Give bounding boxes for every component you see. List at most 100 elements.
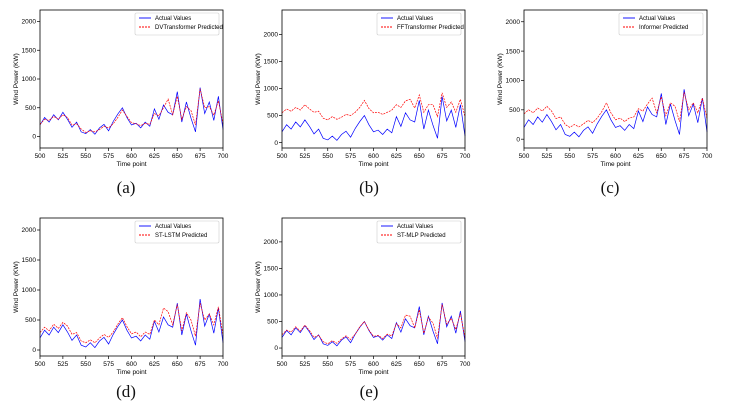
series-line-predicted	[39, 303, 224, 344]
x-tick-label: 525	[57, 153, 68, 160]
x-tick-label: 500	[277, 361, 288, 368]
x-tick-label: 525	[299, 153, 310, 160]
x-tick-label: 525	[541, 153, 552, 160]
legend-box	[134, 220, 220, 244]
x-tick-label: 550	[564, 153, 575, 160]
y-tick-label: 1000	[506, 78, 521, 85]
y-tick-label: 2000	[264, 239, 279, 246]
series-line-predicted	[281, 304, 466, 345]
x-tick-label: 650	[414, 361, 425, 368]
x-tick-label: 700	[460, 153, 471, 160]
y-tick-label: 2000	[22, 19, 37, 26]
x-tick-label: 675	[195, 153, 206, 160]
series-line-actual	[281, 302, 466, 347]
legend-label-actual: Actual Values	[639, 16, 675, 22]
x-tick-label: 700	[218, 153, 229, 160]
y-tick-label: 1500	[22, 257, 37, 264]
y-tick-label: 500	[25, 105, 36, 112]
y-axis-label: Wind Power (KW)	[255, 261, 262, 313]
x-tick-label: 600	[368, 361, 379, 368]
x-tick-label: 550	[322, 361, 333, 368]
chart-panel-b: 500 525 550 575 600 625 650 675 700 0 500 1000 1500 2…	[242, 0, 482, 175]
series-line-actual	[523, 89, 708, 138]
caption-c: (c)	[600, 178, 620, 197]
y-tick-label: 0	[274, 140, 278, 147]
x-axis-label: Time point	[116, 369, 146, 376]
y-tick-label: 2000	[22, 227, 37, 234]
x-tick-label: 650	[172, 153, 183, 160]
y-axis-label: Wind Power (KW)	[497, 53, 504, 105]
y-tick-label: 1000	[22, 287, 37, 294]
x-tick-label: 625	[149, 153, 160, 160]
x-tick-label: 650	[414, 153, 425, 160]
x-axis-label: Time point	[358, 369, 388, 376]
legend-label-predicted: DVTransformer Predicted	[155, 25, 223, 31]
x-tick-label: 500	[277, 153, 288, 160]
x-axis-label: Time point	[600, 161, 630, 168]
x-tick-label: 675	[437, 361, 448, 368]
y-tick-label: 1000	[22, 76, 37, 83]
legend-box	[376, 12, 462, 36]
chart-e-svg: 500 525 550 575 600 625 650 675 700 0 500 1000 1500 2…	[255, 217, 471, 376]
x-axis-label: Time point	[358, 161, 388, 168]
legend-label-actual: Actual Values	[155, 16, 191, 22]
x-tick-label: 550	[322, 153, 333, 160]
x-tick-label: 550	[80, 153, 91, 160]
x-tick-label: 625	[633, 153, 644, 160]
y-tick-label: 1500	[506, 48, 521, 55]
x-tick-label: 700	[218, 361, 229, 368]
y-tick-label: 0	[32, 347, 36, 354]
x-tick-label: 625	[391, 361, 402, 368]
y-tick-label: 500	[267, 319, 278, 326]
legend-label-actual: Actual Values	[397, 224, 433, 230]
y-tick-label: 1500	[264, 59, 279, 66]
x-tick-label: 675	[437, 153, 448, 160]
x-tick-label: 500	[519, 153, 530, 160]
legend-label-predicted: ST-MLP Predicted	[397, 233, 446, 239]
x-tick-label: 600	[126, 361, 137, 368]
x-tick-label: 575	[587, 153, 598, 160]
x-tick-label: 675	[195, 361, 206, 368]
legend-label-actual: Actual Values	[155, 224, 191, 230]
legend-box	[376, 220, 462, 244]
legend-label-predicted: Informer Predicted	[639, 25, 688, 31]
x-tick-label: 525	[57, 361, 68, 368]
caption-a: (a)	[116, 178, 136, 197]
chart-a-svg: 500 525 550 575 600 625 650 675 700 0 500 1000 1500 2…	[13, 9, 229, 168]
x-tick-label: 550	[80, 361, 91, 368]
legend-label-actual: Actual Values	[397, 16, 433, 22]
x-tick-label: 600	[610, 153, 621, 160]
x-tick-label: 575	[345, 153, 356, 160]
series-line-actual	[39, 298, 224, 349]
y-tick-label: 0	[32, 134, 36, 141]
x-tick-label: 700	[460, 361, 471, 368]
x-axis-label: Time point	[116, 161, 146, 168]
y-tick-label: 1000	[264, 292, 279, 299]
caption-d: (d)	[116, 382, 136, 401]
x-tick-label: 700	[702, 153, 713, 160]
series-line-actual	[39, 87, 224, 135]
legend-label-predicted: FFTransformer Predicted	[397, 25, 464, 31]
x-tick-label: 650	[172, 361, 183, 368]
x-tick-label: 575	[103, 153, 114, 160]
x-tick-label: 575	[345, 361, 356, 368]
x-tick-label: 525	[299, 361, 310, 368]
y-tick-label: 2000	[264, 32, 279, 39]
y-axis-label: Wind Power (KW)	[13, 261, 20, 313]
legend-label-predicted: ST-LSTM Predicted	[155, 233, 207, 239]
chart-b-svg: 500 525 550 575 600 625 650 675 700 0 500 1000 1500 2…	[255, 9, 471, 168]
x-tick-label: 600	[126, 153, 137, 160]
y-tick-label: 0	[516, 136, 520, 143]
y-axis-label: Wind Power (KW)	[13, 53, 20, 105]
x-tick-label: 625	[391, 153, 402, 160]
series-line-actual	[281, 96, 466, 141]
y-tick-label: 500	[267, 113, 278, 120]
y-tick-label: 500	[25, 317, 36, 324]
x-tick-label: 650	[656, 153, 667, 160]
caption-b: (b)	[359, 178, 379, 197]
x-tick-label: 600	[368, 153, 379, 160]
chart-panel-e: 500 525 550 575 600 625 650 675 700 0 500 1000 1500 2…	[242, 208, 482, 383]
x-tick-label: 500	[35, 153, 46, 160]
chart-panel-a: 500 525 550 575 600 625 650 675 700 0 500 1000 1500 2…	[0, 0, 240, 175]
y-tick-label: 2000	[506, 19, 521, 26]
